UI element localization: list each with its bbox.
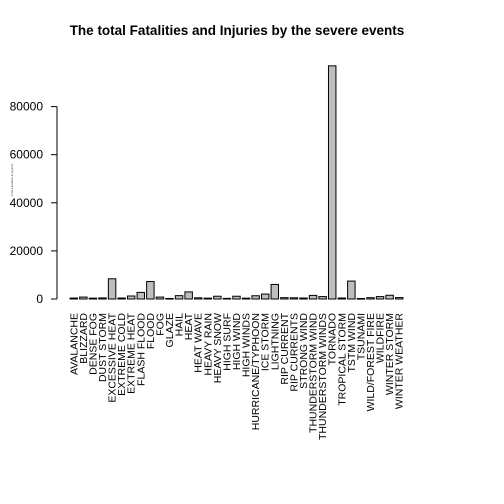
bar xyxy=(213,295,222,300)
bar xyxy=(232,295,241,300)
chart-title: The total Fatalities and Injuries by the… xyxy=(70,23,405,38)
bars xyxy=(69,65,404,300)
x-tick-label: WINTER WEATHER xyxy=(394,313,406,409)
x-tick-label: DUST STORM xyxy=(97,313,109,382)
bar xyxy=(222,297,232,300)
x-tick-label: EXTREME COLD xyxy=(116,313,128,396)
bar xyxy=(375,296,385,300)
bar xyxy=(241,297,251,300)
bar xyxy=(356,298,366,300)
x-tick-label: HEAT WAVE xyxy=(193,313,205,373)
x-tick-label: BLIZZARD xyxy=(78,313,90,364)
x-tick-label: RIP CURRENTS xyxy=(288,313,300,392)
bar xyxy=(126,295,136,300)
bar xyxy=(203,297,213,300)
x-tick-label: THUNDERSTORM WINDS xyxy=(317,313,329,440)
x-tick-label: DENSE FOG xyxy=(87,313,99,375)
bar xyxy=(193,297,203,300)
bar xyxy=(79,296,88,300)
y-axis: 0 20000 40000 60000 80000 xyxy=(10,100,58,306)
x-tick-label: GLAZE xyxy=(164,313,176,347)
x-tick-label: FLOOD xyxy=(145,313,157,350)
x-tick-label: WILD/FOREST FIRE xyxy=(365,313,377,411)
bar xyxy=(174,295,184,300)
y-tick-label: 60000 xyxy=(10,148,44,162)
bar xyxy=(184,291,193,300)
x-tick-label: HIGH SURF xyxy=(221,313,233,371)
x-tick-label: FLASH FLOOD xyxy=(135,313,147,386)
bar xyxy=(337,297,347,300)
bar xyxy=(107,278,117,300)
bar xyxy=(318,296,327,300)
x-tick-label: HEAVY RAIN xyxy=(202,313,214,376)
x-tick-label: HURRICANE/TYPHOON xyxy=(250,313,262,430)
x-tick-label: HEAT xyxy=(183,312,195,340)
bar xyxy=(260,293,270,300)
y-tick-label: 0 xyxy=(36,292,43,306)
x-tick-label: ICE STORM xyxy=(260,313,272,371)
bar xyxy=(327,65,337,300)
y-tick-label: 40000 xyxy=(10,196,44,210)
bar xyxy=(117,297,126,300)
y-tick-label: 20000 xyxy=(10,244,44,258)
x-tick-label: WINTER STORM xyxy=(384,313,396,395)
bar xyxy=(88,297,98,300)
y-axis-label: Total Fatalities & Injuries xyxy=(10,163,14,196)
bar xyxy=(69,297,79,300)
bar xyxy=(289,297,299,300)
x-tick-label: HEAVY SNOW xyxy=(212,313,224,383)
bar xyxy=(146,281,155,300)
x-tick-label: HIGH WIND xyxy=(231,313,243,371)
bar xyxy=(98,297,107,300)
bar xyxy=(251,295,260,300)
bar xyxy=(366,297,375,300)
bar xyxy=(136,291,146,300)
x-tick-label: AVALANCHE xyxy=(68,313,80,375)
x-tick-label: LIGHTNING xyxy=(269,313,281,370)
x-tick-label: HIGH WINDS xyxy=(241,313,253,377)
x-tick-label: STRONG WIND xyxy=(298,313,310,389)
y-tick-label: 80000 xyxy=(10,100,44,114)
x-tick-label: WILDFIRE xyxy=(375,313,387,363)
bar xyxy=(165,297,174,300)
x-tick-label: EXTREME HEAT xyxy=(126,312,138,393)
x-tick-label: HAIL xyxy=(174,313,186,337)
x-tick-label: RIP CURRENT xyxy=(279,312,291,384)
x-tick-label: FOG xyxy=(154,313,166,336)
x-tick-label: TORNADO xyxy=(327,313,339,365)
bar xyxy=(155,296,165,300)
bar xyxy=(270,283,280,300)
bar xyxy=(347,280,356,300)
bar xyxy=(280,297,289,300)
bar xyxy=(385,294,394,300)
x-tick-label: TROPICAL STORM xyxy=(336,313,348,406)
bar xyxy=(394,297,404,300)
x-tick-label: EXCESSIVE HEAT xyxy=(107,312,119,402)
x-tick-label: TSTM WIND xyxy=(346,313,358,373)
x-tick-label: THUNDERSTORM WIND xyxy=(308,313,320,433)
bar xyxy=(308,294,318,300)
x-tick-label: TSUNAMI xyxy=(355,313,367,360)
bar xyxy=(299,297,308,300)
